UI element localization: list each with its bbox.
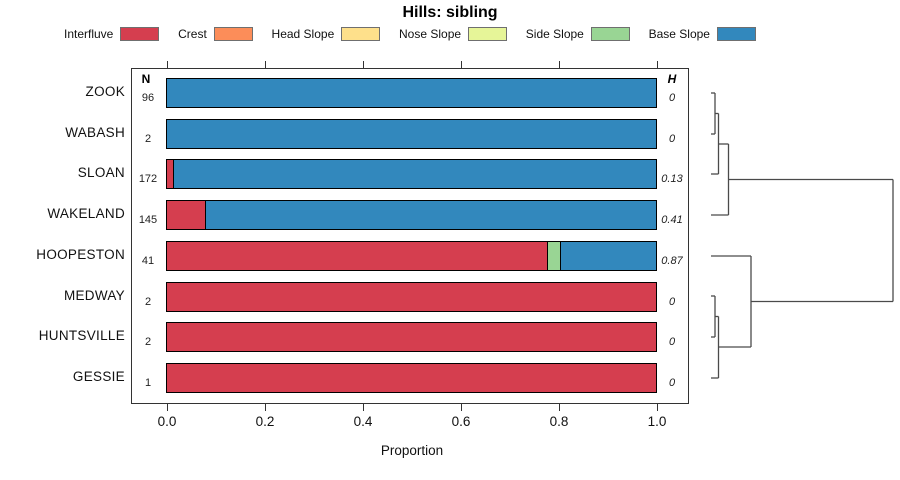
- legend-swatch-icon: [716, 27, 756, 41]
- bar-segment: [167, 241, 549, 270]
- legend-item-crest: Crest: [178, 27, 253, 41]
- h-value: 0: [668, 92, 676, 104]
- n-value: 2: [144, 132, 152, 145]
- n-column-header: N: [141, 72, 151, 86]
- h-value: 0: [668, 376, 676, 389]
- x-axis-tick-bottom: [461, 404, 462, 411]
- bar-segment: [167, 79, 656, 107]
- row-label-gessie: GESSIE: [72, 368, 125, 384]
- x-axis-title: Proportion: [380, 443, 444, 458]
- x-axis-tick-bottom: [265, 404, 266, 411]
- legend-swatch-icon: [341, 27, 381, 41]
- x-axis-tick-top: [559, 61, 560, 68]
- legend-label: Nose Slope: [399, 27, 462, 41]
- x-axis-tick-label: 0.4: [353, 414, 373, 429]
- stacked-bar-wabash: [166, 118, 657, 149]
- stacked-bar-sloan: [166, 159, 657, 190]
- h-value: 0.87: [661, 254, 683, 267]
- bar-segment: [560, 241, 656, 270]
- x-axis-tick-top: [167, 61, 168, 68]
- row-label-sloan: SLOAN: [77, 165, 125, 181]
- row-label-wakeland: WAKELAND: [47, 206, 125, 222]
- stacked-bar-medway: [166, 281, 657, 312]
- stacked-bar-hoopeston: [166, 240, 657, 271]
- x-axis-tick-top: [657, 61, 658, 68]
- legend-item-side-slope: Side Slope: [526, 27, 630, 41]
- x-axis-tick-top: [363, 61, 364, 68]
- row-label-huntsville: HUNTSVILLE: [38, 328, 125, 344]
- x-axis-tick-label: 0.2: [255, 414, 275, 429]
- h-value: 0: [668, 295, 676, 308]
- legend-label: Side Slope: [525, 27, 584, 41]
- n-value: 41: [141, 254, 155, 267]
- row-label-wabash: WABASH: [65, 124, 125, 140]
- stacked-bar-zook: [166, 78, 657, 108]
- row-label-medway: MEDWAY: [63, 287, 125, 303]
- n-value: 2: [144, 295, 152, 308]
- x-axis-tick-top: [461, 61, 462, 68]
- x-axis-tick-label: 0.0: [157, 414, 177, 429]
- plot-area-frame: [131, 68, 689, 404]
- legend-swatch-icon: [213, 27, 253, 41]
- row-label-hoopeston: HOOPESTON: [36, 246, 125, 262]
- x-axis-tick-top: [265, 61, 266, 68]
- legend-label: Interfluve: [64, 27, 114, 41]
- x-axis-tick-label: 1.0: [647, 414, 667, 429]
- x-axis-tick-bottom: [363, 404, 364, 411]
- chart-title: Hills: sibling: [402, 4, 498, 21]
- bar-segment: [167, 160, 175, 189]
- h-value: 0: [668, 336, 676, 349]
- n-value: 172: [138, 173, 158, 186]
- legend-label: Head Slope: [271, 27, 335, 41]
- x-axis-tick-bottom: [167, 404, 168, 411]
- legend-swatch-icon: [590, 27, 630, 41]
- bar-segment: [167, 363, 656, 392]
- legend-label: Base Slope: [648, 27, 710, 41]
- bar-segment: [206, 201, 656, 230]
- bar-segment: [167, 323, 656, 352]
- row-label-zook: ZOOK: [85, 84, 125, 99]
- legend-swatch-icon: [468, 27, 508, 41]
- legend-item-interfluve: Interfluve: [64, 27, 160, 41]
- n-value: 145: [138, 214, 158, 227]
- stacked-bar-huntsville: [166, 322, 657, 353]
- legend-label: Crest: [178, 27, 207, 41]
- stacked-bar-gessie: [166, 362, 657, 393]
- legend-item-head-slope: Head Slope: [272, 27, 381, 41]
- bar-segment: [548, 241, 561, 270]
- x-axis-tick-label: 0.6: [451, 414, 471, 429]
- legend-item-nose-slope: Nose Slope: [399, 27, 508, 41]
- h-value: 0: [668, 132, 676, 145]
- h-value: 0.13: [661, 173, 683, 186]
- n-value: 96: [141, 92, 155, 104]
- bar-segment: [167, 119, 656, 148]
- x-axis-tick-bottom: [559, 404, 560, 411]
- legend-item-base-slope: Base Slope: [649, 27, 756, 41]
- bar-segment: [174, 160, 656, 189]
- h-value: 0.41: [661, 214, 683, 227]
- x-axis-tick-label: 0.8: [549, 414, 569, 429]
- bar-segment: [167, 201, 207, 230]
- x-axis-tick-bottom: [657, 404, 658, 411]
- stacked-bar-wakeland: [166, 200, 657, 231]
- legend-swatch-icon: [120, 27, 160, 41]
- n-value: 2: [144, 336, 152, 349]
- n-value: 1: [144, 376, 152, 389]
- legend: Interfluve Crest Head Slope Nose Slope Side …: [64, 26, 756, 42]
- bar-segment: [167, 282, 656, 311]
- h-column-header: H: [667, 72, 677, 86]
